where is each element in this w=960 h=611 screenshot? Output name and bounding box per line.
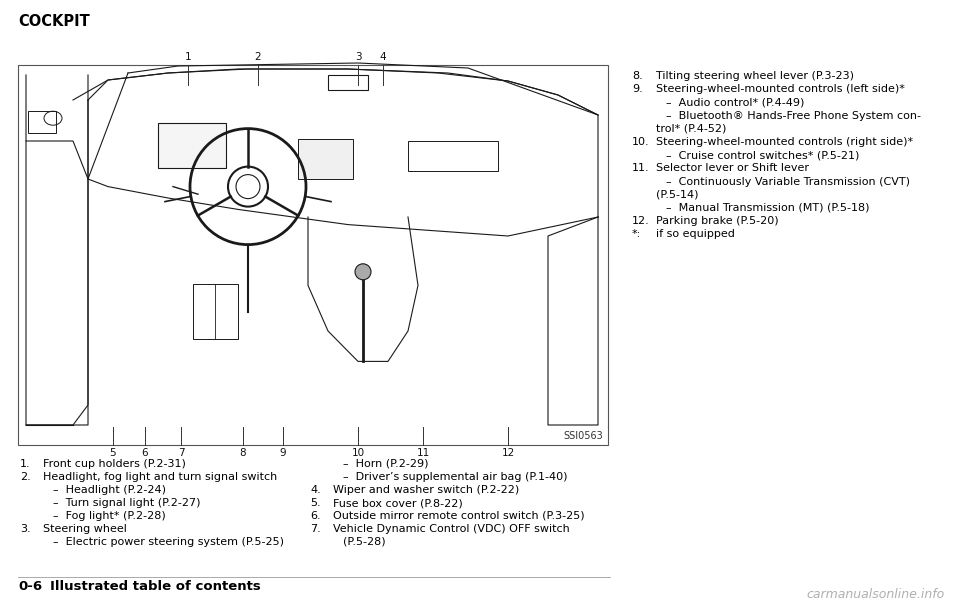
- Text: 9: 9: [279, 448, 286, 458]
- Text: 12: 12: [501, 448, 515, 458]
- Text: 1: 1: [184, 52, 191, 62]
- Bar: [18, 65, 608, 445]
- Text: Tilting steering wheel lever (P.3-23): Tilting steering wheel lever (P.3-23): [656, 71, 854, 81]
- Text: *:: *:: [632, 229, 641, 240]
- Text: –  Manual Transmission (MT) (P.5-18): – Manual Transmission (MT) (P.5-18): [666, 203, 870, 213]
- Bar: [28, 111, 56, 133]
- Text: 6: 6: [142, 448, 148, 458]
- Text: 3.: 3.: [20, 524, 31, 534]
- Bar: [158, 123, 226, 167]
- Text: 9.: 9.: [632, 84, 643, 94]
- Text: 5.: 5.: [310, 498, 321, 508]
- Text: –  Bluetooth® Hands-Free Phone System con-: – Bluetooth® Hands-Free Phone System con…: [666, 111, 921, 120]
- Text: 11: 11: [417, 448, 430, 458]
- Text: (P.5-14): (P.5-14): [656, 190, 699, 200]
- Text: Selector lever or Shift lever: Selector lever or Shift lever: [656, 163, 809, 174]
- Circle shape: [355, 264, 371, 280]
- Bar: [298, 139, 353, 179]
- Text: 7: 7: [178, 448, 184, 458]
- Bar: [408, 141, 498, 172]
- Text: 10.: 10.: [632, 137, 650, 147]
- Text: –  Cruise control switches* (P.5-21): – Cruise control switches* (P.5-21): [666, 150, 859, 160]
- Text: Parking brake (P.5-20): Parking brake (P.5-20): [656, 216, 779, 226]
- Text: 4: 4: [380, 52, 386, 62]
- Bar: [328, 75, 368, 90]
- Text: –  Continuously Variable Transmission (CVT): – Continuously Variable Transmission (CV…: [666, 177, 910, 186]
- Text: 10: 10: [351, 448, 365, 458]
- Text: 4.: 4.: [310, 485, 321, 495]
- Text: Wiper and washer switch (P.2-22): Wiper and washer switch (P.2-22): [333, 485, 519, 495]
- Text: 1.: 1.: [20, 459, 31, 469]
- Text: 5: 5: [109, 448, 116, 458]
- Text: –  Driver’s supplemental air bag (P.1-40): – Driver’s supplemental air bag (P.1-40): [343, 472, 567, 482]
- Text: –  Headlight (P.2-24): – Headlight (P.2-24): [53, 485, 166, 495]
- Text: Outside mirror remote control switch (P.3-25): Outside mirror remote control switch (P.…: [333, 511, 585, 521]
- Text: –  Electric power steering system (P.5-25): – Electric power steering system (P.5-25…: [53, 537, 284, 547]
- Text: Vehicle Dynamic Control (VDC) OFF switch: Vehicle Dynamic Control (VDC) OFF switch: [333, 524, 569, 534]
- Text: Steering-wheel-mounted controls (right side)*: Steering-wheel-mounted controls (right s…: [656, 137, 913, 147]
- Text: Illustrated table of contents: Illustrated table of contents: [50, 580, 261, 593]
- Text: (P.5-28): (P.5-28): [343, 537, 386, 547]
- Text: –  Audio control* (P.4-49): – Audio control* (P.4-49): [666, 97, 804, 108]
- Bar: [193, 284, 238, 338]
- Text: 0-6: 0-6: [18, 580, 42, 593]
- Text: 2.: 2.: [20, 472, 31, 482]
- Text: 8.: 8.: [632, 71, 643, 81]
- Text: 2: 2: [254, 52, 261, 62]
- Text: trol* (P.4-52): trol* (P.4-52): [656, 124, 727, 134]
- Text: 7.: 7.: [310, 524, 321, 534]
- Text: Fuse box cover (P.8-22): Fuse box cover (P.8-22): [333, 498, 463, 508]
- Text: –  Horn (P.2-29): – Horn (P.2-29): [343, 459, 428, 469]
- Text: 12.: 12.: [632, 216, 650, 226]
- Text: –  Turn signal light (P.2-27): – Turn signal light (P.2-27): [53, 498, 201, 508]
- Text: if so equipped: if so equipped: [656, 229, 734, 240]
- Text: –  Fog light* (P.2-28): – Fog light* (P.2-28): [53, 511, 166, 521]
- Text: 8: 8: [240, 448, 247, 458]
- Text: 11.: 11.: [632, 163, 650, 174]
- Text: Headlight, fog light and turn signal switch: Headlight, fog light and turn signal swi…: [43, 472, 277, 482]
- Text: SSI0563: SSI0563: [564, 431, 603, 441]
- Text: carmanualsonline.info: carmanualsonline.info: [806, 588, 945, 601]
- Text: COCKPIT: COCKPIT: [18, 14, 89, 29]
- Text: Front cup holders (P.2-31): Front cup holders (P.2-31): [43, 459, 186, 469]
- Text: 6.: 6.: [310, 511, 321, 521]
- Text: Steering-wheel-mounted controls (left side)*: Steering-wheel-mounted controls (left si…: [656, 84, 905, 94]
- Text: 3: 3: [354, 52, 361, 62]
- Text: Steering wheel: Steering wheel: [43, 524, 127, 534]
